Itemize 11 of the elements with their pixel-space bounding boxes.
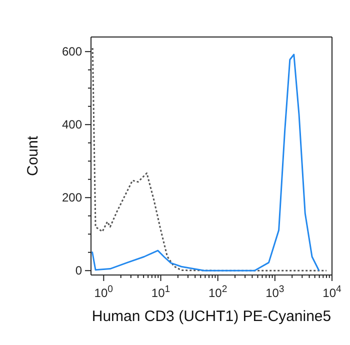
y-tick-label: 400 <box>62 118 82 132</box>
x-tick-label: 10$^{1}$ <box>151 284 170 300</box>
x-tick-label: 10$^{2}$ <box>208 284 228 300</box>
y-tick-label: 200 <box>62 190 82 205</box>
x-tick-label: 10$^{4}$ <box>322 284 342 300</box>
x-tick-label: 10$^{3}$ <box>266 284 284 300</box>
y-tick-label: 0 <box>75 264 82 278</box>
x-axis-title: Human CD3 (UCHT1) PE-Cyanine5 <box>92 308 332 325</box>
y-tick-label: 600 <box>62 44 82 59</box>
y-axis-title: Count <box>24 135 42 176</box>
x-tick-label: 10$^{0}$ <box>94 284 114 300</box>
